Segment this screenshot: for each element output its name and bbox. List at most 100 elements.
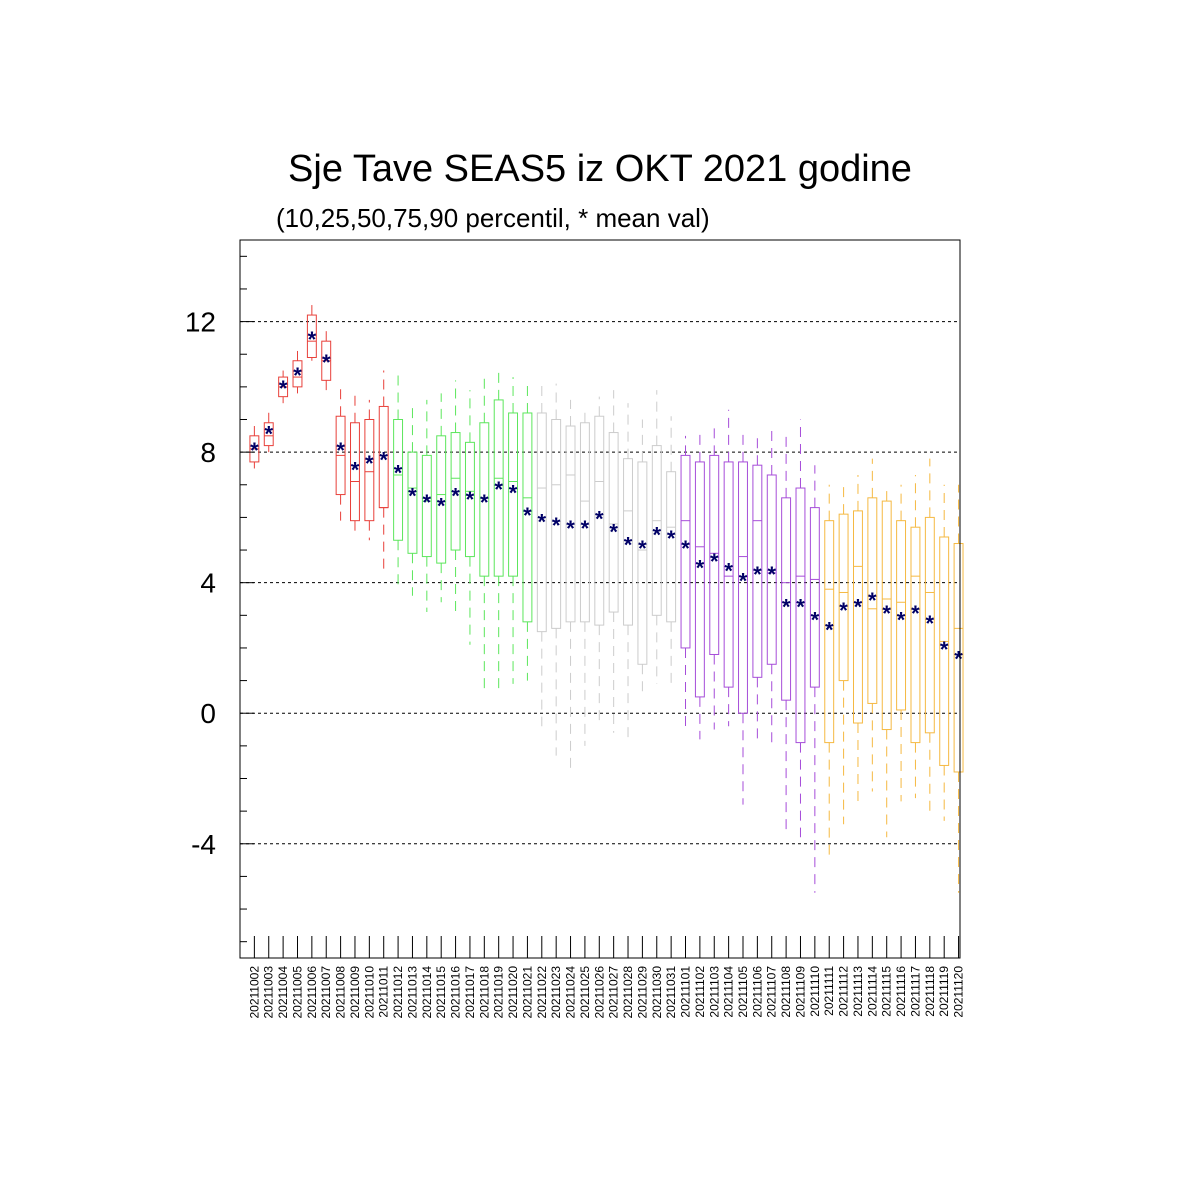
box-20211101	[680, 435, 691, 727]
box-iqr	[853, 510, 863, 724]
x-tick-label: 20211004	[276, 966, 290, 1019]
x-tick-label: 20211106	[750, 966, 764, 1018]
box-20211015	[436, 393, 447, 603]
mean-marker: *	[638, 536, 647, 561]
box-20211029	[637, 419, 648, 694]
box-iqr	[723, 461, 734, 688]
x-tick-label: 20211027	[607, 966, 621, 1019]
box-iqr	[350, 422, 360, 522]
box-20211109	[795, 419, 806, 838]
mean-marker: *	[652, 523, 661, 548]
x-tick-label: 20211110	[808, 966, 822, 1017]
box-20211116	[896, 484, 907, 802]
mean-marker: *	[322, 350, 331, 375]
box-iqr	[436, 435, 447, 564]
x-tick-label: 20211003	[262, 966, 276, 1019]
mean-markers: ******** * *** * * * * ** ** * * * * *** ** * ** * * * * ** **…	[250, 327, 963, 672]
mean-marker: *	[437, 493, 446, 518]
mean-marker: *	[854, 595, 863, 620]
box-iqr	[565, 425, 576, 623]
box-series	[249, 302, 964, 893]
x-tick-label: 20211002	[247, 966, 261, 1019]
box-20211117	[910, 474, 921, 799]
box-iqr	[608, 432, 619, 613]
box-20211007	[321, 328, 332, 391]
mean-marker: *	[839, 598, 848, 623]
box-20211013	[407, 403, 418, 596]
x-tick-label: 20211107	[765, 966, 779, 1018]
box-iqr	[881, 500, 892, 731]
mean-marker: *	[423, 490, 432, 515]
mean-marker: *	[681, 536, 690, 561]
box-20211005	[292, 350, 303, 394]
mean-marker: *	[926, 611, 935, 636]
mean-marker: *	[394, 461, 403, 486]
box-20211008	[335, 386, 346, 521]
box-iqr	[896, 520, 907, 711]
box-iqr	[464, 441, 475, 558]
x-axis: 20211002 20211003 20211004 20211005 20211006…	[247, 936, 966, 1019]
x-tick-label: 20211108	[779, 966, 793, 1018]
mean-marker: *	[882, 601, 891, 626]
x-tick-label: 20211013	[405, 966, 419, 1019]
x-tick-label: 20211117	[908, 966, 922, 1017]
x-tick-label: 20211011	[377, 966, 391, 1018]
y-tick-label: 4	[200, 568, 216, 599]
mean-marker: *	[365, 451, 374, 476]
mean-marker: *	[868, 588, 877, 613]
x-tick-label: 20211105	[736, 966, 750, 1018]
x-tick-label: 20211021	[520, 966, 534, 1019]
box-iqr	[953, 543, 964, 773]
x-tick-label: 20211119	[937, 966, 951, 1017]
box-iqr	[910, 526, 921, 744]
plot-frame	[239, 239, 961, 959]
box-20211106	[752, 435, 763, 740]
x-tick-label: 20211104	[722, 966, 736, 1018]
mean-marker: *	[494, 477, 503, 502]
box-20211115	[881, 484, 892, 838]
box-iqr	[522, 412, 533, 623]
box-iqr	[838, 513, 849, 682]
box-20211103	[709, 426, 720, 730]
mean-marker: *	[825, 617, 834, 642]
box-iqr	[809, 507, 820, 688]
x-tick-label: 20211102	[693, 966, 707, 1018]
x-tick-label: 20211006	[305, 966, 319, 1019]
mean-marker: *	[710, 549, 719, 574]
box-20211012	[393, 370, 404, 590]
box-iqr	[508, 412, 519, 577]
box-20211009	[350, 390, 360, 537]
box-20211120	[953, 484, 964, 893]
mean-marker: *	[264, 422, 273, 447]
mean-marker: *	[724, 559, 733, 584]
x-tick-label: 20211109	[793, 966, 807, 1018]
x-tick-label: 20211120	[952, 966, 966, 1018]
mean-marker: *	[552, 513, 561, 538]
x-tick-label: 20211112	[837, 966, 851, 1017]
x-tick-label: 20211010	[362, 966, 376, 1019]
box-iqr	[450, 432, 461, 551]
x-tick-label: 20211009	[348, 966, 362, 1019]
chart-title: Sje Tave SEAS5 iz OKT 2021 godine	[288, 148, 912, 190]
mean-marker: *	[581, 516, 590, 541]
box-iqr	[694, 461, 705, 698]
mean-marker: *	[566, 516, 575, 541]
box-20211010	[364, 399, 375, 541]
box-iqr	[651, 445, 662, 616]
x-tick-label: 20211114	[865, 966, 879, 1017]
x-tick-label: 20211012	[391, 966, 405, 1019]
box-20211113	[853, 474, 863, 805]
box-20211021	[522, 380, 533, 681]
box-iqr	[824, 520, 835, 744]
x-tick-label: 20211023	[549, 966, 563, 1019]
y-tick-label: -4	[191, 829, 216, 860]
mean-marker: *	[624, 533, 633, 558]
box-iqr	[364, 419, 375, 522]
mean-marker: *	[940, 637, 949, 662]
mean-marker: *	[480, 490, 489, 515]
box-20211022	[536, 383, 547, 727]
box-iqr	[407, 451, 418, 554]
box-20211110	[809, 465, 820, 893]
y-tick-label: 12	[185, 307, 216, 338]
